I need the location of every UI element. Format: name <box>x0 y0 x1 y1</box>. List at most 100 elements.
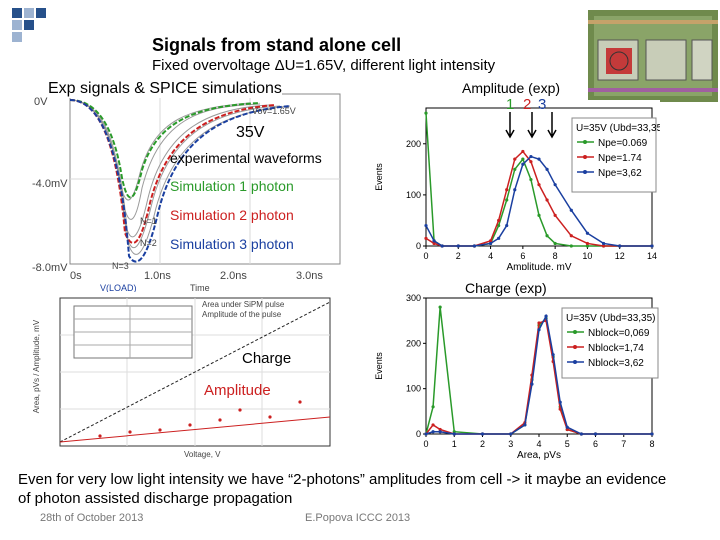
exp-label: experimental waveforms <box>170 150 322 166</box>
charge-title: Charge (exp) <box>465 280 547 296</box>
amp-point <box>497 223 501 228</box>
n2-label: N=2 <box>140 238 157 248</box>
charge-point <box>565 425 569 429</box>
charge-point <box>509 432 513 436</box>
y-tick-2: -8.0mV <box>32 262 68 274</box>
amp-x-axis-label: Amplitude, mV <box>506 262 571 270</box>
amp-point <box>513 188 517 192</box>
vov-label: Vov=1.65V <box>252 106 296 116</box>
voltage-label: 35V <box>236 124 265 141</box>
waveform-panel: Exp signals & SPICE simulations 0V -4.0m… <box>30 78 346 278</box>
x-tick-1: 1.0ns <box>144 270 171 282</box>
charge-legend-entry-0: Nblock=0,069 <box>588 328 650 339</box>
amp-x-tick-4: 8 <box>553 251 558 261</box>
charge-point <box>438 430 442 434</box>
charge-point <box>593 432 598 436</box>
amp-point <box>424 223 428 228</box>
amp-point <box>529 154 533 159</box>
charge-y-tick-3: 300 <box>406 293 421 303</box>
amp-point <box>497 236 501 240</box>
charge-legend-entry-2: Nblock=3,62 <box>588 358 644 369</box>
sim2-label: Simulation 2 photon <box>170 207 294 223</box>
peak-arrows <box>505 112 557 139</box>
amp-point <box>545 167 549 171</box>
footer-line-1: Even for very low light intensity we hav… <box>18 471 667 488</box>
amp-legend-box <box>571 117 657 193</box>
amp-point <box>569 244 573 248</box>
amp-x-tick-2: 4 <box>488 251 493 261</box>
legend-area: Area under SiPM pulse <box>202 300 285 309</box>
charge-x-tick-3: 3 <box>508 439 513 449</box>
amp-y-tick-0: 0 <box>416 241 421 251</box>
amp-x-tick-7: 14 <box>647 251 657 261</box>
amp-point <box>545 234 549 238</box>
n3-label: N=3 <box>112 261 129 271</box>
charge-point <box>544 314 548 318</box>
time-label: Time <box>190 283 210 293</box>
amp-point <box>497 218 501 223</box>
amp-point <box>424 111 428 115</box>
amp-point <box>440 244 444 248</box>
sim3-label: Simulation 3 photon <box>170 236 294 252</box>
amp-point <box>585 231 590 235</box>
amp-point <box>432 239 436 243</box>
peak-label-3: 3 <box>538 96 547 113</box>
footer-author: E.Popova ICCC 2013 <box>305 512 411 524</box>
charge-point <box>558 407 562 411</box>
amp-legend-entry-2: Npe=3,62 <box>598 168 642 179</box>
charge-point <box>424 432 428 436</box>
charge-point <box>431 430 435 434</box>
amp-point <box>505 188 509 192</box>
amp-point <box>601 241 606 246</box>
charge-point <box>537 321 541 325</box>
amp-point <box>537 157 541 161</box>
footer-date: 28th of October 2013 <box>40 512 144 524</box>
charge-point <box>565 427 569 432</box>
waveform-header: Exp signals & SPICE simulations <box>48 80 282 98</box>
charge-y-axis-label: Events <box>374 352 384 380</box>
charge-series-line-1 <box>425 319 652 435</box>
amp-legend-title: U=35V (Ubd=33,35) <box>576 123 660 134</box>
amp-point <box>521 157 525 161</box>
waveform-plot <box>69 93 341 265</box>
amp-point <box>513 167 517 171</box>
charge-x-tick-5: 5 <box>565 439 570 449</box>
amp-x-tick-0: 0 <box>423 251 428 261</box>
amp-point <box>553 183 557 187</box>
charge-chart: 0 1 2 3 4 5 6 7 8 0 100 200 300 Area, pVs Events U=35V … <box>374 293 659 461</box>
amp-point <box>650 244 654 248</box>
charge-point <box>438 305 442 309</box>
charge-x-tick-4: 4 <box>536 439 541 449</box>
x-tick-3: 3.0ns <box>296 270 323 282</box>
amp-legend-marker-2 <box>583 170 587 174</box>
amp-legend-entry-0: Npe=0.069 <box>598 138 648 149</box>
amp-point <box>521 162 525 166</box>
amp-y-tick-1: 100 <box>406 190 421 200</box>
footer-line-2: of photon assisted discharge propagation <box>18 490 293 507</box>
amp-y-axis-label: Events <box>374 163 384 191</box>
amp-legend-marker-1 <box>583 155 587 159</box>
charge-y-tick-0: 0 <box>416 429 421 439</box>
charge-point <box>452 430 456 434</box>
legend-vload: V(LOAD) <box>100 283 137 293</box>
y-tick-0: 0V <box>34 96 48 108</box>
amp-point <box>553 241 557 246</box>
charge-point <box>452 432 456 436</box>
amp-point <box>537 213 541 217</box>
n1-label: N=1 <box>140 216 157 226</box>
charge-series-line-2 <box>425 313 652 435</box>
charge-point <box>438 427 442 432</box>
amp-point <box>545 198 549 202</box>
charge-x-tick-2: 2 <box>480 439 485 449</box>
charge-x-tick-8: 8 <box>649 439 654 449</box>
slide-title: Signals from stand alone cell <box>152 35 402 55</box>
peak-label-2: 2 <box>523 96 532 113</box>
voltage-plot <box>59 297 331 447</box>
amp-x-tick-3: 6 <box>520 251 525 261</box>
amp-point <box>585 241 590 246</box>
cell-photo <box>588 10 718 102</box>
amplitude-panel: 0 2 4 6 8 10 12 14 0 100 200 Amplitude, mV Events U=3… <box>370 100 666 273</box>
amp-point <box>569 234 573 238</box>
amp-point <box>456 244 460 248</box>
charge-y-tick-1: 100 <box>406 384 421 394</box>
